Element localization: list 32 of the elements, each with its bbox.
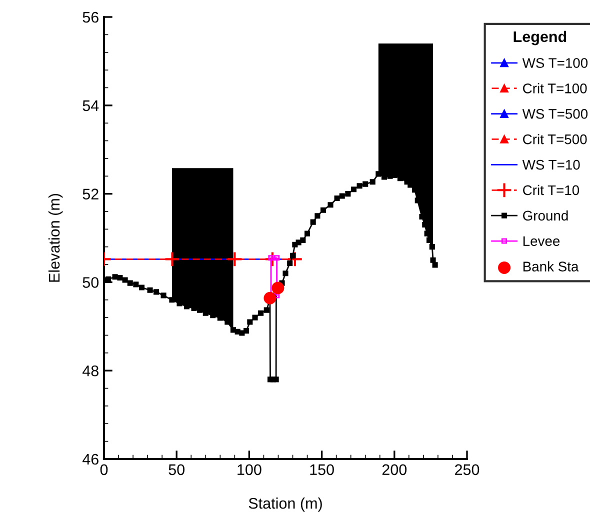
y-tick-label: 50 [82, 277, 99, 288]
legend-label: Bank Sta [523, 261, 579, 272]
point [272, 282, 284, 294]
legend-label: Levee [523, 236, 560, 246]
y-tick-label: 54 [82, 100, 99, 112]
y-tick-label: 46 [82, 454, 98, 465]
x-tick-label: 200 [382, 464, 407, 476]
point [226, 251, 243, 268]
point [274, 292, 280, 298]
point [268, 255, 274, 261]
legend-title: Legend [514, 30, 566, 46]
point [264, 292, 276, 304]
legend-label: WS T=10 [522, 160, 580, 170]
x-axis-title: Station (m) [248, 498, 322, 512]
y-tick-label: 56 [82, 12, 98, 23]
point [264, 251, 280, 268]
legend-label: Ground [523, 210, 568, 221]
legend-label: Crit T=500 [523, 134, 587, 144]
legend-label: Crit T=100 [523, 83, 587, 94]
y-tick-label: 52 [82, 188, 98, 200]
x-tick-label: 50 [168, 464, 184, 476]
y-tick-label: 48 [82, 365, 98, 376]
legend-label: Crit T=10 [523, 184, 580, 196]
legend-label: WS T=500 [522, 108, 588, 119]
x-tick-label: 250 [455, 464, 480, 476]
x-tick-label: 150 [310, 464, 334, 476]
point [274, 255, 280, 261]
y-axis-title: Elevation (m) [48, 194, 63, 282]
x-tick-label: 0 [100, 464, 108, 476]
legend-label: WS T=100 [522, 58, 588, 68]
point [286, 251, 303, 268]
x-tick-label: 100 [238, 464, 262, 476]
